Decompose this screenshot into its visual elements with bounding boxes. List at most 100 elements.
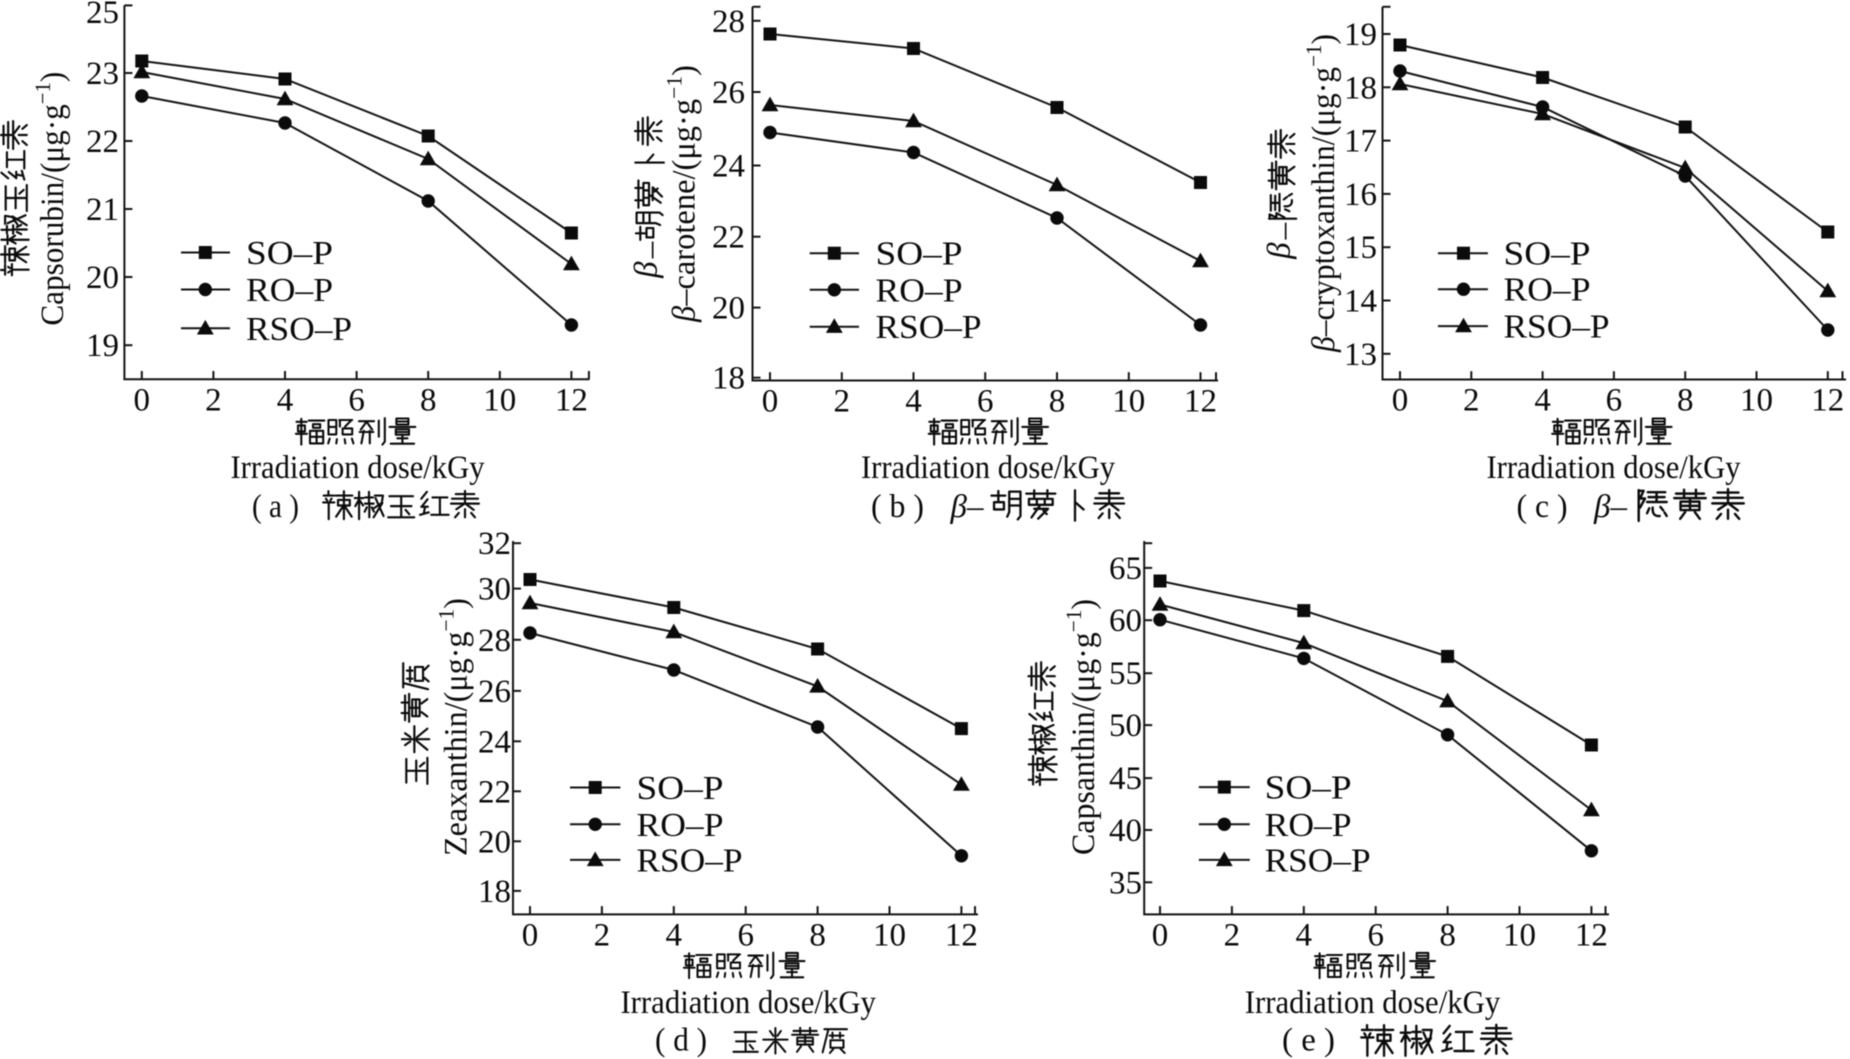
svg-text:Irradiation dose/kGy: Irradiation dose/kGy [620,985,876,1021]
svg-text:60: 60 [1109,603,1142,639]
svg-text:6: 6 [977,384,994,420]
svg-text:55: 55 [1109,656,1142,692]
svg-text:10: 10 [1740,383,1773,419]
svg-text:β–cryptoxanthin/(μg·g−1): β–cryptoxanthin/(μg·g−1) [1301,34,1342,353]
svg-text:8: 8 [1439,917,1456,953]
svg-text:( a ): ( a ) [252,489,299,525]
svg-text:Zeaxanthin/(μg·g−1): Zeaxanthin/(μg·g−1) [433,598,474,856]
svg-text:26: 26 [478,674,511,710]
svg-text:50: 50 [1109,708,1142,744]
svg-text:0: 0 [522,917,539,953]
svg-text:17: 17 [1344,124,1377,160]
svg-text:30: 30 [478,572,511,608]
svg-text:0: 0 [1152,917,1169,953]
svg-text:RSO–P: RSO–P [246,311,352,348]
svg-text:21: 21 [86,192,119,228]
svg-text:2: 2 [1463,383,1480,419]
svg-text:8: 8 [1677,383,1694,419]
svg-text:RSO–P: RSO–P [876,309,982,346]
svg-text:6: 6 [1367,917,1384,953]
svg-text:23: 23 [86,56,119,92]
svg-text:12: 12 [555,382,588,418]
svg-text:0: 0 [1392,383,1409,419]
svg-text:12: 12 [945,917,978,953]
svg-text:RSO–P: RSO–P [1265,842,1371,879]
svg-text:Irradiation dose/kGy: Irradiation dose/kGy [231,450,485,486]
svg-text:0: 0 [762,384,779,420]
svg-text:16: 16 [1344,177,1377,213]
svg-text:RO–P: RO–P [1504,272,1591,309]
svg-text:Irradiation dose/kGy: Irradiation dose/kGy [1245,985,1501,1021]
svg-text:18: 18 [1344,70,1377,106]
svg-text:24: 24 [712,149,745,185]
svg-text:20: 20 [86,260,119,296]
svg-text:Irradiation dose/kGy: Irradiation dose/kGy [861,450,1115,486]
svg-text:RSO–P: RSO–P [637,842,743,879]
svg-text:RO–P: RO–P [637,807,724,844]
svg-text:6: 6 [348,382,365,418]
svg-text:2: 2 [594,917,611,953]
svg-text:–: – [1266,222,1302,240]
svg-text:10: 10 [1503,917,1536,953]
svg-text:10: 10 [483,382,516,418]
svg-text:β: β [1262,242,1298,260]
svg-text:2: 2 [205,382,222,418]
svg-text:( b ): ( b ) [871,489,924,525]
svg-text:RO–P: RO–P [1265,807,1352,844]
svg-text:12: 12 [1811,383,1844,419]
svg-text:2: 2 [1224,917,1241,953]
svg-text:SO–P: SO–P [637,770,724,807]
svg-text:20: 20 [478,824,511,860]
svg-text:24: 24 [478,724,511,760]
svg-text:28: 28 [478,623,511,659]
svg-text:19: 19 [86,328,119,364]
svg-text:SO–P: SO–P [1504,236,1591,273]
svg-text:19: 19 [1344,17,1377,53]
svg-text:RO–P: RO–P [876,272,963,309]
svg-text:( e ): ( e ) [1282,1023,1335,1059]
svg-text:40: 40 [1109,813,1142,849]
svg-text:RO–P: RO–P [246,272,333,309]
svg-text:RSO–P: RSO–P [1504,309,1610,346]
svg-text:β–carotene/(μg·g−1): β–carotene/(μg·g−1) [661,65,702,323]
svg-text:8: 8 [420,382,437,418]
svg-text:18: 18 [478,874,511,910]
svg-text:15: 15 [1344,230,1377,266]
svg-text:–: – [633,241,669,259]
svg-text:22: 22 [712,220,745,256]
svg-text:Capsorubin/(μg·g−1): Capsorubin/(μg·g−1) [30,72,71,326]
svg-text:14: 14 [1344,284,1377,320]
svg-text:13: 13 [1344,337,1377,373]
svg-text:65: 65 [1109,551,1142,587]
svg-text:Irradiation dose/kGy: Irradiation dose/kGy [1487,450,1741,486]
svg-text:25: 25 [86,0,119,31]
svg-text:Capsanthin/(μg·g−1): Capsanthin/(μg·g−1) [1061,599,1102,855]
svg-text:( d ): ( d ) [655,1023,707,1059]
svg-text:( c ): ( c ) [1517,489,1568,525]
svg-text:12: 12 [1575,917,1608,953]
svg-text:4: 4 [277,382,294,418]
svg-text:10: 10 [873,917,906,953]
svg-text:8: 8 [809,917,826,953]
svg-text:20: 20 [712,291,745,327]
svg-text:4: 4 [1534,383,1551,419]
svg-text:SO–P: SO–P [1265,770,1352,807]
svg-text:18: 18 [712,361,745,397]
svg-text:2: 2 [834,384,851,420]
svg-text:10: 10 [1112,384,1145,420]
svg-text:12: 12 [1184,384,1217,420]
svg-text:β–: β– [950,489,984,525]
svg-text:35: 35 [1109,865,1142,901]
svg-text:45: 45 [1109,761,1142,797]
svg-text:4: 4 [905,384,922,420]
svg-text:6: 6 [1606,383,1623,419]
svg-text:22: 22 [86,124,119,160]
svg-text:β–: β– [1593,489,1627,525]
svg-text:6: 6 [737,917,754,953]
svg-text:β: β [629,261,665,279]
svg-text:22: 22 [478,774,511,810]
svg-text:4: 4 [1296,917,1313,953]
svg-text:4: 4 [666,917,683,953]
svg-text:26: 26 [712,75,745,111]
svg-text:0: 0 [134,382,151,418]
